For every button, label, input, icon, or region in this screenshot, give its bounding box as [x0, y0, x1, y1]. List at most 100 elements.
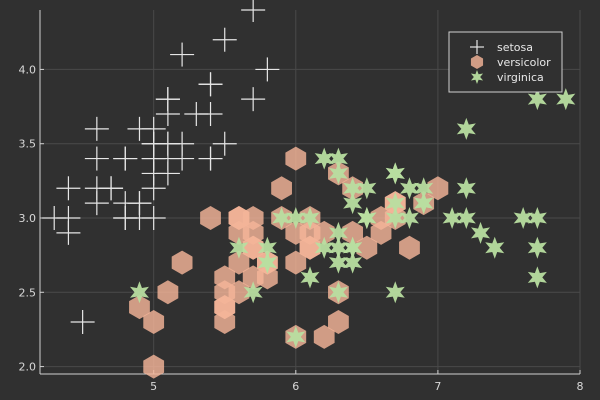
- virginica-point: [343, 177, 363, 200]
- versicolor-point: [285, 250, 307, 275]
- x-tick-label: 8: [577, 380, 584, 393]
- virginica-point: [556, 88, 576, 111]
- virginica-point: [129, 281, 149, 304]
- virginica-point: [414, 192, 434, 215]
- versicolor-point: [299, 235, 321, 260]
- setosa-point: [127, 191, 152, 216]
- virginica-point: [456, 117, 476, 140]
- virginica-point: [286, 207, 306, 229]
- x-tick-label: 5: [150, 380, 157, 393]
- setosa-point: [241, 87, 266, 112]
- virginica-point: [343, 251, 363, 274]
- virginica-point: [328, 251, 348, 274]
- y-tick-label: 3.0: [19, 212, 37, 225]
- setosa-point: [170, 42, 195, 67]
- tick-labels: 5 6 7 8 2.0 2.5 3.0 3.5 4.0: [19, 63, 584, 393]
- setosa-point: [198, 72, 223, 97]
- virginica-point: [343, 192, 363, 215]
- setosa-point: [113, 206, 138, 230]
- series-setosa: [42, 0, 280, 334]
- versicolor-point: [143, 354, 165, 379]
- virginica-point: [328, 236, 348, 259]
- virginica-point: [229, 236, 249, 259]
- setosa-point: [56, 176, 81, 201]
- setosa-point: [127, 116, 152, 141]
- virginica-point: [314, 236, 334, 259]
- virginica-point: [471, 221, 491, 244]
- setosa-point: [255, 57, 280, 82]
- legend-marker-versicolor-shape: [470, 55, 484, 69]
- versicolor-point: [242, 235, 264, 260]
- series-virginica: [129, 88, 576, 348]
- legend-label-virginica: virginica: [497, 71, 544, 84]
- virginica-point: [257, 236, 277, 259]
- series-versicolor: [129, 146, 449, 379]
- virginica-point: [257, 251, 277, 274]
- axes: [39, 10, 580, 375]
- virginica-point: [414, 177, 434, 200]
- versicolor-point: [271, 176, 292, 201]
- x-tick-label: 6: [292, 380, 299, 393]
- setosa-point: [84, 116, 109, 141]
- legend-marker-setosa-shape: [470, 40, 484, 54]
- y-tick-label: 2.0: [19, 361, 37, 374]
- versicolor-point: [399, 235, 420, 260]
- y-tick-label: 4.0: [19, 63, 37, 76]
- versicolor-point: [157, 280, 179, 305]
- virginica-point: [385, 192, 405, 215]
- legend-marker-setosa: [470, 40, 484, 54]
- virginica-point: [527, 236, 547, 259]
- virginica-point: [343, 236, 363, 259]
- virginica-point: [513, 207, 533, 229]
- y-tick-label: 2.5: [19, 286, 37, 299]
- versicolor-point: [171, 250, 193, 275]
- virginica-point: [442, 207, 462, 229]
- virginica-point: [399, 207, 419, 229]
- legend-marker-virginica-shape: [470, 70, 484, 84]
- virginica-point: [286, 325, 306, 348]
- virginica-point: [328, 147, 348, 170]
- virginica-point: [300, 207, 320, 229]
- legend-label-versicolor: versicolor: [497, 56, 551, 69]
- setosa-point: [212, 27, 237, 52]
- setosa-point: [70, 310, 95, 334]
- versicolor-point: [313, 220, 335, 245]
- virginica-point: [357, 177, 377, 200]
- versicolor-point: [285, 220, 307, 245]
- setosa-point: [141, 206, 166, 230]
- versicolor-point: [256, 265, 278, 290]
- virginica-point: [357, 207, 377, 229]
- versicolor-point: [328, 310, 349, 334]
- versicolor-point: [313, 324, 335, 349]
- virginica-point: [328, 281, 348, 304]
- setosa-point: [113, 146, 138, 171]
- virginica-point: [243, 281, 263, 304]
- setosa-point: [84, 146, 109, 171]
- virginica-point: [385, 162, 405, 185]
- virginica-point: [527, 266, 547, 289]
- versicolor-point: [228, 250, 250, 275]
- virginica-point: [328, 221, 348, 244]
- legend-box: [448, 31, 563, 93]
- virginica-point: [300, 266, 320, 289]
- virginica-point: [385, 281, 405, 304]
- legend-label-setosa: setosa: [497, 41, 533, 54]
- virginica-point: [527, 88, 547, 111]
- virginica-point: [456, 177, 476, 200]
- virginica-point: [328, 162, 348, 185]
- virginica-point: [399, 177, 419, 200]
- virginica-point: [485, 236, 505, 259]
- setosa-point: [141, 161, 166, 186]
- virginica-point: [527, 207, 547, 229]
- setosa-point: [241, 0, 266, 22]
- virginica-point: [314, 147, 334, 170]
- versicolor-point: [427, 176, 449, 201]
- setosa-point: [184, 102, 209, 126]
- setosa-point: [56, 206, 81, 230]
- y-tick-label: 3.5: [19, 138, 37, 151]
- setosa-point: [212, 131, 237, 156]
- legend-marker-versicolor: [470, 55, 484, 69]
- setosa-point: [155, 87, 180, 112]
- versicolor-point: [342, 220, 364, 245]
